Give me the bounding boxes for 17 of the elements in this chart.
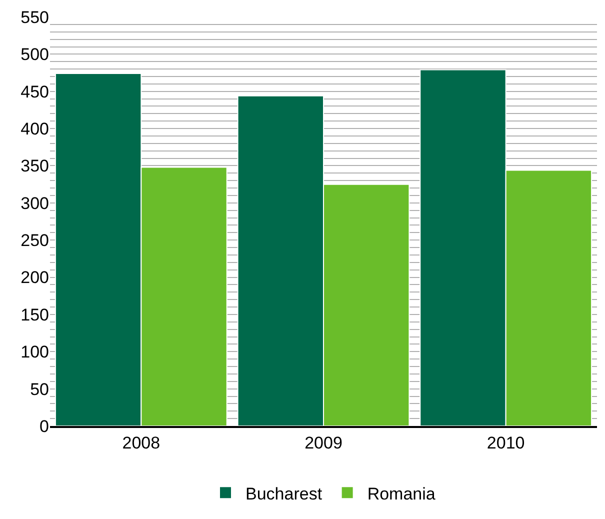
y-tick-label: 200 xyxy=(20,268,49,288)
x-tick-label: 2009 xyxy=(304,433,342,452)
y-tick-label: 550 xyxy=(20,8,49,27)
y-tick-label: 300 xyxy=(20,194,49,213)
y-tick-label: 0 xyxy=(40,416,49,436)
y-tick-label: 450 xyxy=(20,82,49,102)
x-tick-label: 2008 xyxy=(122,433,160,452)
y-tick-label: 250 xyxy=(20,231,49,250)
y-tick-label: 100 xyxy=(20,342,49,362)
legend-label: Bucharest xyxy=(246,484,322,504)
y-tick-label: 350 xyxy=(20,156,49,176)
y-tick-label: 400 xyxy=(20,120,49,138)
y-tick-label: 150 xyxy=(20,305,49,324)
x-tick-label: 2010 xyxy=(486,433,525,452)
y-tick-label: 50 xyxy=(30,380,49,399)
y-tick-label: 500 xyxy=(20,45,49,64)
legend-label: Romania xyxy=(367,484,436,504)
